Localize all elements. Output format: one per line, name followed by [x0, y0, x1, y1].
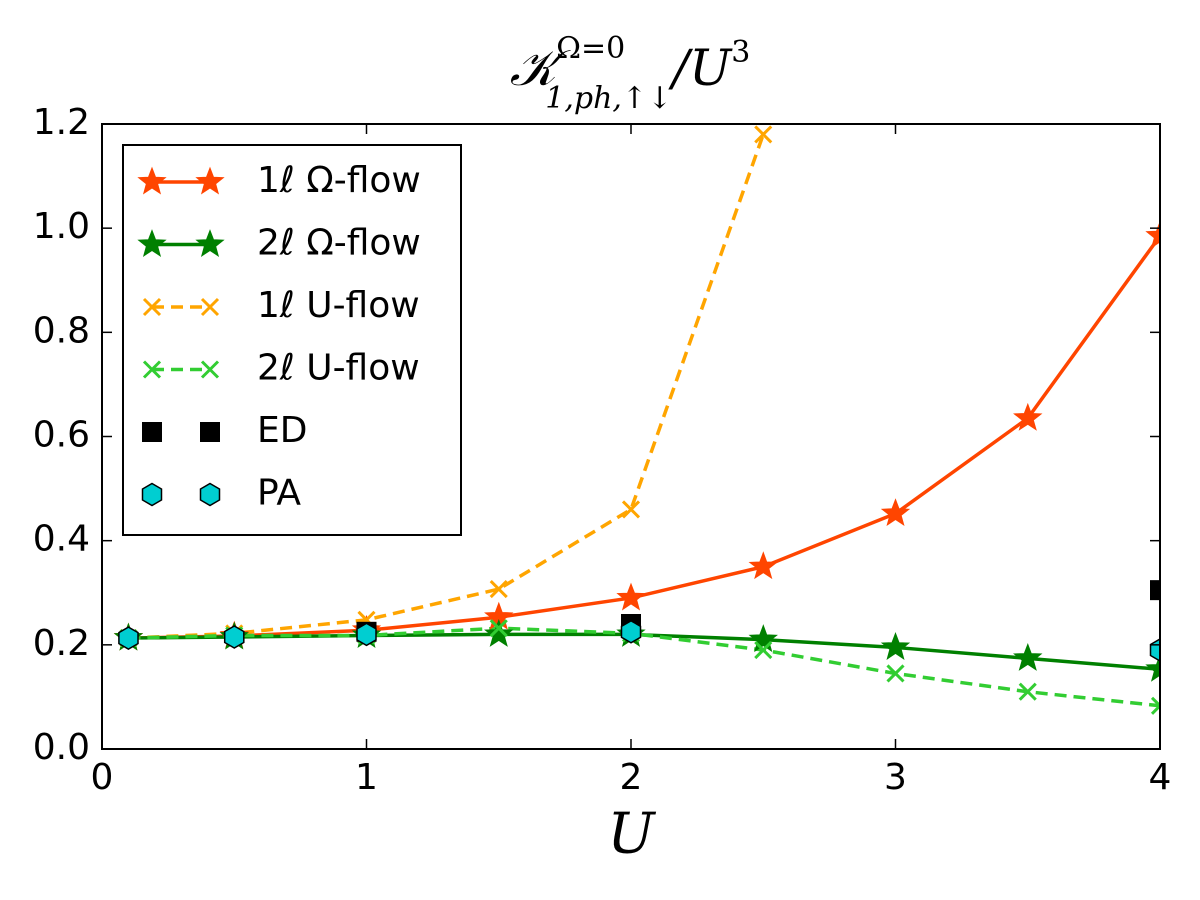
series-line: [128, 626, 1160, 708]
legend-label: 2ℓ Ω-flow: [257, 223, 421, 264]
legend-marker: [142, 422, 162, 442]
y-tick-label: 0.4: [33, 519, 90, 560]
legend-marker: [141, 482, 163, 507]
x-marker: [754, 125, 773, 144]
star-marker: [1013, 642, 1043, 671]
legend-marker: [142, 297, 162, 317]
title-sup: Ω=0: [556, 31, 625, 66]
x-marker: [1018, 682, 1037, 701]
y-tick-label: 0.8: [33, 310, 90, 351]
star-marker: [748, 551, 778, 580]
star-marker: [616, 582, 646, 611]
title-rest: /U: [668, 39, 733, 97]
y-tick-label: 0.0: [33, 727, 90, 768]
star-marker: [1013, 402, 1043, 431]
x-marker: [886, 664, 905, 683]
series-line: [128, 632, 1160, 672]
legend-marker: [199, 482, 221, 507]
x-tick-label: 4: [1149, 757, 1172, 798]
legend-marker: [195, 229, 225, 257]
x-axis-label: U: [607, 802, 656, 867]
legend-marker: [137, 229, 167, 257]
chart-title: 𝒦Ω=0 1,ph,↑↓/U3: [510, 31, 751, 116]
hexagon-marker: [356, 622, 377, 647]
x-tick-label: 0: [91, 757, 114, 798]
star-marker: [1145, 653, 1160, 682]
y-tick-label: 0.6: [33, 415, 90, 456]
star-marker: [880, 498, 911, 527]
series-line: [128, 133, 765, 640]
legend-marker: [137, 166, 167, 195]
legend-label: PA: [257, 473, 301, 514]
y-tick-label: 1.2: [33, 102, 90, 143]
star-marker: [1145, 220, 1160, 249]
legend-marker: [200, 422, 220, 442]
hexagon-marker: [223, 625, 245, 649]
square-marker: [1150, 580, 1160, 601]
y-tick-label: 1.0: [33, 206, 90, 247]
star-marker: [484, 618, 514, 647]
title-sub: 1,ph,↑↓: [545, 81, 672, 116]
legend-marker: [200, 360, 220, 379]
star-marker: [880, 631, 911, 660]
star-marker: [748, 624, 778, 653]
legend-label: 1ℓ U-flow: [257, 285, 420, 326]
legend-label: 2ℓ U-flow: [257, 348, 420, 389]
x-marker: [621, 500, 641, 519]
x-tick-label: 1: [355, 757, 378, 798]
x-tick-label: 2: [620, 757, 643, 798]
x-marker: [1150, 696, 1160, 715]
x-marker: [489, 619, 508, 638]
legend-marker: [200, 297, 220, 317]
hexagon-marker: [118, 626, 139, 650]
hexagon-marker: [620, 619, 642, 644]
legend-marker: [195, 166, 225, 195]
x-tick-label: 3: [884, 757, 907, 798]
title-power: 3: [731, 35, 750, 70]
legend-label: ED: [257, 410, 307, 451]
legend-box: [122, 144, 462, 536]
legend-label: 1ℓ Ω-flow: [257, 160, 421, 201]
x-marker: [489, 580, 508, 599]
legend-marker: [142, 360, 162, 379]
x-marker: [754, 640, 773, 660]
y-tick-label: 0.2: [33, 623, 90, 664]
